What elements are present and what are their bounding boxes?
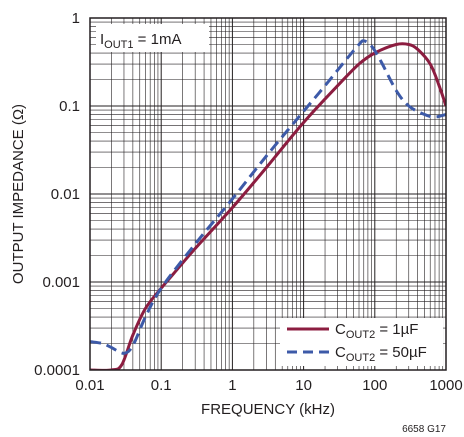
legend-box [280,318,443,366]
grid [90,18,446,370]
y-tick-label: 0.01 [51,186,80,203]
x-tick-label: 10 [295,377,312,394]
x-tick-label: 0.1 [151,377,172,394]
y-tick-labels: 0.0001 0.001 0.01 0.1 1 [34,10,80,379]
plot-frame [89,17,447,371]
series-line-50uF [90,39,446,355]
series-line-1uF [90,42,446,370]
y-tick-label: 0.0001 [34,362,80,379]
y-tick-label: 1 [72,10,80,27]
legend: COUT2 = 1µF COUT2 = 50µF [280,318,443,366]
x-tick-label: 0.01 [75,377,104,394]
x-tick-label: 100 [362,377,387,394]
x-axis-label: FREQUENCY (kHz) [201,401,335,418]
annotation: IOUT1 = 1mA [100,31,181,51]
y-tick-label: 0.001 [42,274,80,291]
x-tick-labels: 0.01 0.1 1 10 100 1000 [75,377,462,394]
figure-code: 6658 G17 [402,424,446,435]
y-axis-label: OUTPUT IMPEDANCE (Ω) [10,104,27,284]
legend-label-1uF: COUT2 = 1µF [335,321,418,341]
y-tick-label: 0.1 [59,98,80,115]
annotation-box [96,24,209,52]
series-layer [90,39,446,370]
x-tick-label: 1000 [429,377,462,394]
legend-label-50uF: COUT2 = 50µF [335,344,427,364]
x-tick-label: 1 [228,377,236,394]
